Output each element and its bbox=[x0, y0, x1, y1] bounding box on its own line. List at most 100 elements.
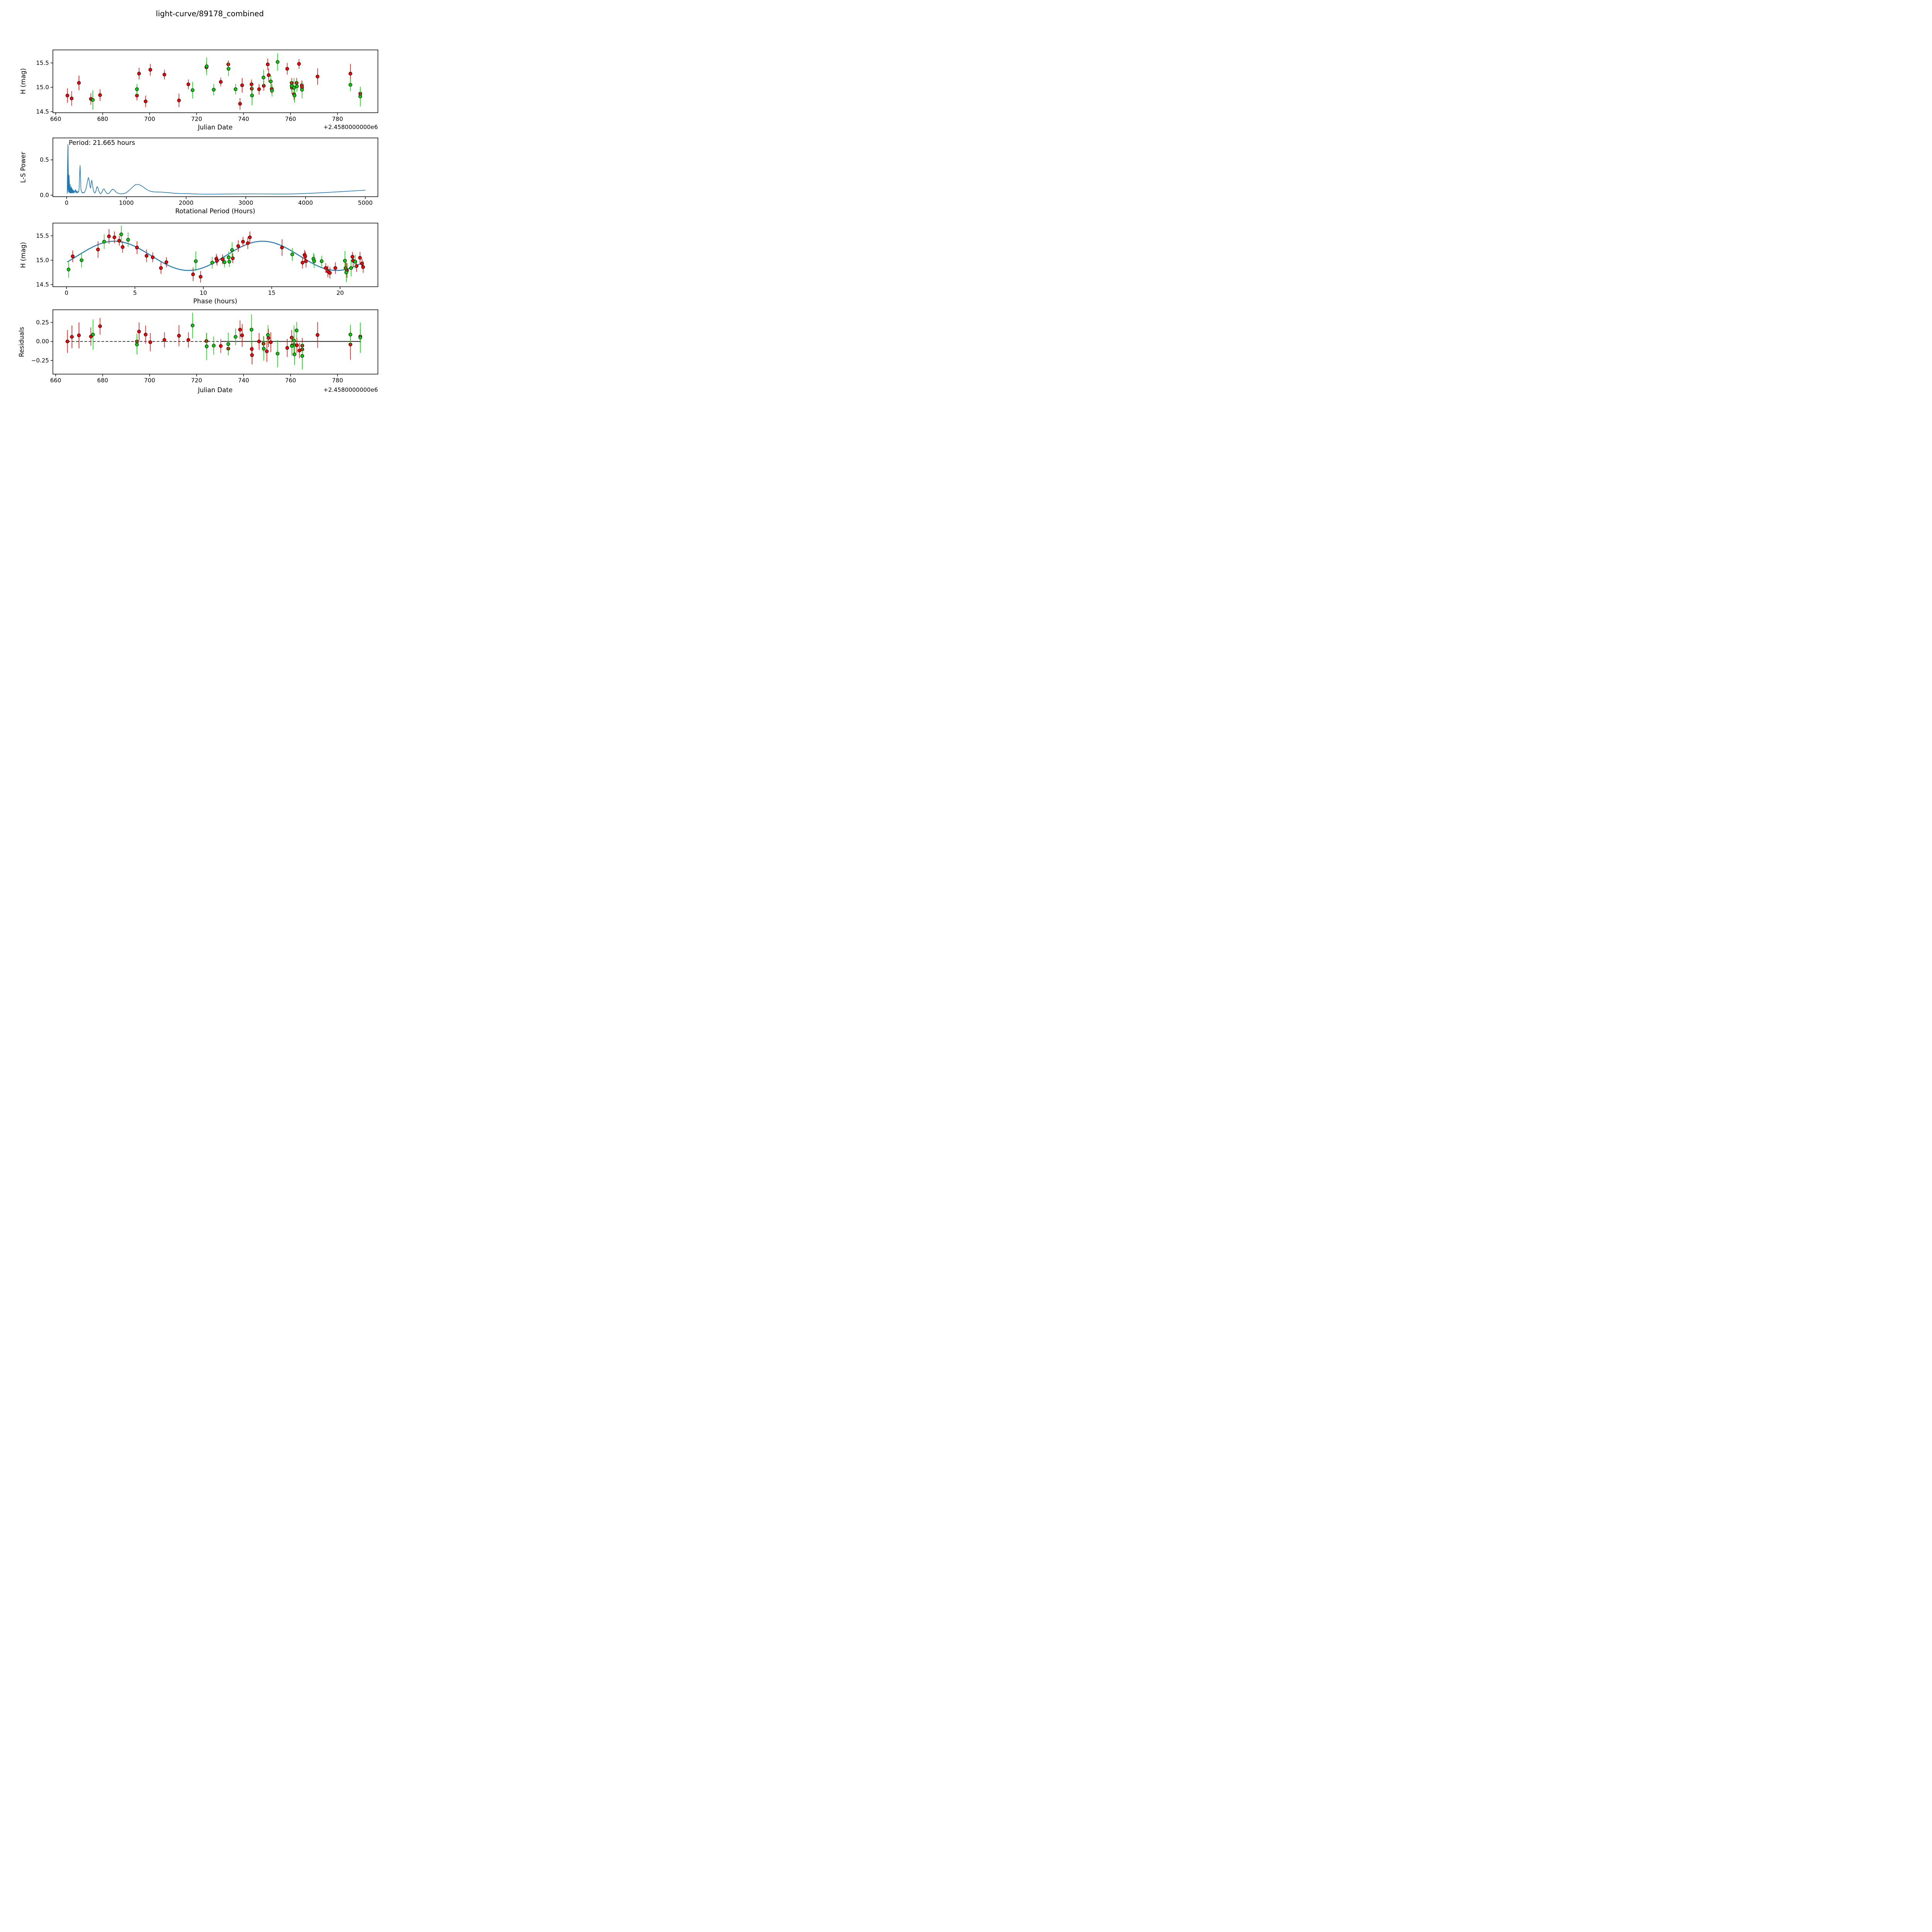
x-tick-label: 3000 bbox=[238, 199, 253, 206]
data-point-red bbox=[349, 71, 352, 76]
xlabel-residuals: Julian Date bbox=[198, 386, 233, 394]
x-tick-label: 4000 bbox=[298, 199, 313, 206]
data-point-red bbox=[316, 75, 320, 78]
x-tick-label: 680 bbox=[97, 377, 108, 384]
data-point-red bbox=[117, 239, 121, 243]
y-tick-label: 15.5 bbox=[36, 232, 49, 239]
x-tick-label: 2000 bbox=[179, 199, 193, 206]
data-point-green bbox=[226, 255, 231, 259]
x-tick-label: 0 bbox=[65, 289, 68, 296]
x-tick-label: 760 bbox=[285, 377, 296, 384]
data-point-green bbox=[126, 238, 130, 242]
data-point-red bbox=[186, 338, 190, 342]
data-point-green bbox=[295, 84, 299, 88]
y-tick-label: 15.0 bbox=[36, 84, 49, 91]
data-point-red bbox=[333, 266, 337, 270]
data-point-red bbox=[98, 324, 102, 328]
data-point-green bbox=[353, 260, 357, 264]
x-tick-label: 720 bbox=[191, 377, 202, 384]
y-tick-label: 0.25 bbox=[36, 319, 49, 326]
data-point-red bbox=[250, 347, 254, 351]
data-point-red bbox=[257, 87, 261, 91]
data-point-red bbox=[164, 260, 168, 264]
x-tick-label: 10 bbox=[200, 289, 207, 296]
data-point-red bbox=[186, 82, 190, 87]
data-point-green bbox=[276, 352, 280, 355]
data-point-red bbox=[65, 339, 70, 344]
offset-text-residuals: +2.4580000000e6 bbox=[323, 386, 378, 393]
data-point-red bbox=[107, 234, 111, 238]
data-point-red bbox=[221, 257, 224, 261]
data-point-red bbox=[112, 235, 116, 239]
period-annotation: Period: 21.665 hours bbox=[69, 139, 135, 146]
data-point-red bbox=[238, 328, 242, 332]
data-point-green bbox=[233, 87, 238, 91]
y-tick-label: 0.5 bbox=[40, 156, 49, 163]
xlabel-periodogram: Rotational Period (Hours) bbox=[175, 207, 255, 215]
x-tick-label: 780 bbox=[332, 116, 343, 122]
data-point-red bbox=[303, 254, 307, 259]
data-point-red bbox=[361, 265, 365, 269]
data-point-red bbox=[70, 335, 74, 339]
x-tick-label: 0 bbox=[65, 199, 69, 206]
x-tick-label: 700 bbox=[144, 116, 155, 122]
data-point-red bbox=[265, 349, 269, 353]
x-tick-label: 740 bbox=[238, 116, 249, 122]
data-point-red bbox=[269, 340, 273, 344]
data-point-red bbox=[280, 245, 284, 250]
subplot-phased: 0 5 10 15 20 15.5 15.0 14.5 bbox=[36, 223, 378, 296]
data-point-red bbox=[159, 266, 163, 270]
data-point-red bbox=[177, 334, 181, 338]
y-tick-label: 15.0 bbox=[36, 257, 49, 264]
data-point-red bbox=[144, 99, 148, 104]
data-point-red bbox=[328, 271, 332, 275]
data-point-green bbox=[290, 84, 294, 88]
axes-frame bbox=[53, 138, 378, 197]
data-point-red bbox=[240, 333, 244, 337]
data-point-green bbox=[349, 333, 352, 337]
y-tick-label: 14.5 bbox=[36, 108, 49, 115]
data-point-red bbox=[250, 82, 253, 87]
data-point-red bbox=[77, 333, 81, 337]
data-point-red bbox=[162, 338, 167, 342]
data-point-red bbox=[98, 93, 102, 97]
data-point-green bbox=[212, 88, 216, 92]
data-point-red bbox=[151, 255, 155, 259]
data-point-green bbox=[91, 98, 95, 102]
data-point-green bbox=[210, 260, 214, 265]
axes-frame bbox=[53, 223, 378, 287]
data-point-green bbox=[233, 335, 238, 339]
data-point-red bbox=[304, 259, 308, 263]
x-tick-label: 760 bbox=[285, 116, 296, 122]
data-point-red bbox=[77, 81, 81, 85]
data-point-red bbox=[135, 245, 139, 250]
data-point-red bbox=[257, 339, 261, 344]
data-point-green bbox=[227, 260, 231, 264]
data-point-red bbox=[285, 346, 289, 350]
data-point-green bbox=[226, 67, 231, 71]
data-point-green bbox=[212, 344, 216, 348]
data-point-red bbox=[267, 336, 270, 340]
data-point-green bbox=[290, 252, 294, 257]
data-point-green bbox=[226, 342, 230, 346]
data-point-red bbox=[240, 83, 244, 87]
x-tick-label: 5000 bbox=[358, 199, 372, 206]
chart-canvas: 660 680 700 720 740 760 780 15.5 15.0 14.5 0 1000 20… bbox=[31, 49, 378, 384]
data-point-red bbox=[301, 260, 304, 265]
data-point-red bbox=[71, 254, 75, 259]
data-point-green bbox=[250, 94, 254, 98]
data-point-red bbox=[96, 247, 100, 252]
data-point-red bbox=[162, 73, 167, 77]
x-tick-label: 720 bbox=[191, 116, 202, 122]
data-point-red bbox=[144, 333, 148, 337]
data-point-green bbox=[276, 60, 280, 64]
data-point-green bbox=[358, 95, 362, 99]
x-tick-label: 20 bbox=[337, 289, 344, 296]
data-point-red bbox=[250, 353, 254, 357]
data-point-green bbox=[294, 328, 299, 332]
y-tick-label: 0.00 bbox=[36, 338, 49, 345]
offset-text-lightcurve: +2.4580000000e6 bbox=[323, 124, 378, 131]
subplot-lightcurve: 660 680 700 720 740 760 780 15.5 15.0 14.5 bbox=[36, 49, 378, 122]
xlabel-lightcurve: Julian Date bbox=[198, 124, 233, 131]
subplot-periodogram: 0 1000 2000 3000 4000 5000 0.5 0.0 bbox=[40, 138, 378, 206]
